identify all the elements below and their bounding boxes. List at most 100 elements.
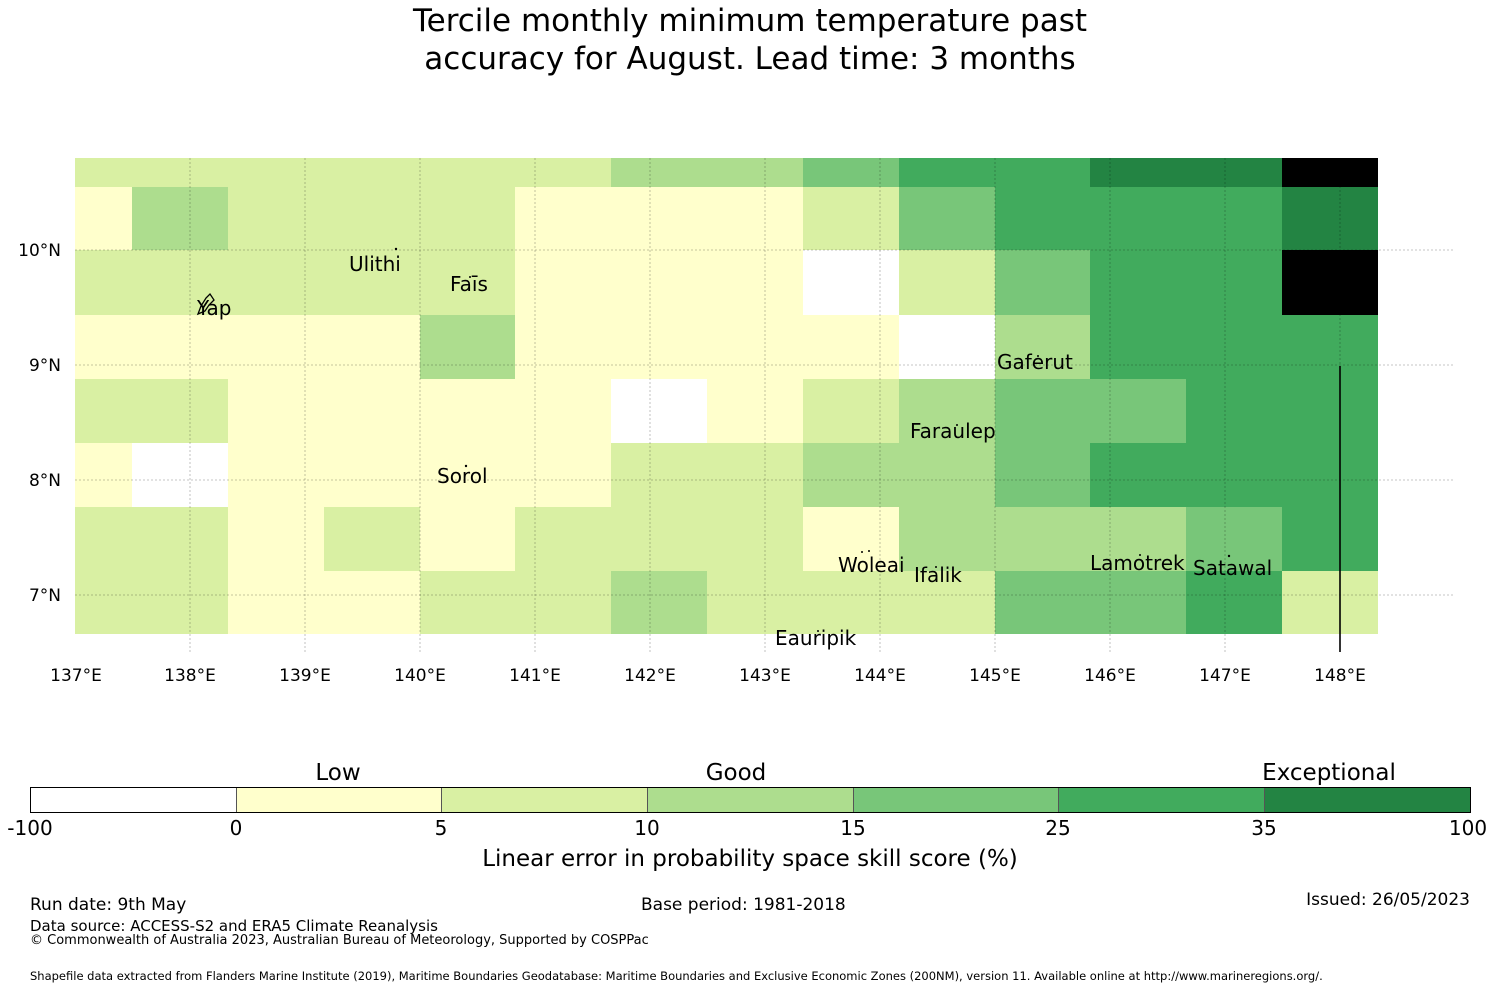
skill-cell: [420, 187, 515, 250]
island-label-fais: Faīs: [450, 272, 488, 296]
skill-cell: [515, 187, 611, 250]
chart-title: Tercile monthly minimum temperature past…: [0, 2, 1500, 78]
skill-cell: [75, 507, 132, 571]
skill-cell: [132, 187, 228, 250]
skill-cell: [75, 571, 132, 634]
skill-cell: [707, 187, 803, 250]
skill-cell: [75, 250, 132, 315]
skill-cell: [1090, 187, 1186, 250]
skill-cell: [995, 250, 1090, 315]
skill-cell: [228, 443, 324, 507]
skill-cell: [995, 187, 1090, 250]
skill-cell: [1186, 158, 1282, 187]
lon-tick-label: 141°E: [509, 666, 561, 686]
lon-tick-label: 137°E: [50, 666, 102, 686]
colorbar-segment: [236, 788, 441, 812]
skill-cell: [1186, 507, 1282, 571]
colorbar-segment: [853, 788, 1058, 812]
skill-cell: [515, 250, 611, 315]
skill-cell: [995, 158, 1090, 187]
skill-cell: [803, 443, 899, 507]
map-gridlines: [75, 158, 1455, 652]
lamotrek-marker: [1139, 554, 1141, 556]
skill-cell: [1090, 379, 1186, 443]
skill-cell: [1090, 443, 1186, 507]
satawal-marker: [1227, 554, 1231, 558]
skill-cell: [515, 315, 611, 379]
skill-cell: [132, 158, 228, 187]
skill-cell: [611, 507, 707, 571]
colorbar-tick-label: 5: [434, 816, 448, 840]
skill-cell: [1282, 187, 1378, 250]
skill-cell: [803, 507, 899, 571]
skill-cell: [1282, 379, 1378, 443]
lon-tick-label: 139°E: [279, 666, 331, 686]
lon-tick-label: 143°E: [739, 666, 791, 686]
skill-cell: [1282, 443, 1378, 507]
skill-cell: [75, 443, 132, 507]
island-label-faraulep: Faraulep: [910, 419, 996, 443]
skill-cell: [1282, 158, 1378, 187]
skill-cell: [995, 507, 1090, 571]
data-source: Data source: ACCESS-S2 and ERA5 Climate …: [30, 917, 438, 935]
skill-cell: [899, 443, 995, 507]
skill-cell: [1090, 507, 1186, 571]
skill-cell: [803, 379, 899, 443]
lat-tick-label: 7°N: [29, 586, 61, 606]
colorbar-category-good: Good: [705, 760, 767, 786]
skill-cell: [324, 379, 420, 443]
skill-cell: [132, 571, 228, 634]
lat-tick-label: 8°N: [29, 471, 61, 491]
skill-cell: [611, 443, 707, 507]
skill-cell: [803, 315, 899, 379]
issued-date: Issued: 26/05/2023: [1306, 890, 1470, 910]
skill-cell: [707, 507, 803, 571]
skill-cell: [995, 315, 1090, 379]
skill-cell: [707, 250, 803, 315]
skill-cell: [707, 571, 803, 634]
skill-cell: [899, 158, 995, 187]
run-date: Run date: 9th May: [30, 895, 187, 915]
island-label-gaferut: Gaferut: [997, 350, 1073, 374]
skill-cell: [420, 443, 515, 507]
lon-tick-label: 146°E: [1084, 666, 1136, 686]
skill-cell: [995, 379, 1090, 443]
skill-cell: [132, 315, 228, 379]
skill-cell: [132, 443, 228, 507]
lat-tick-label: 9°N: [29, 356, 61, 376]
skill-cell: [228, 315, 324, 379]
colorbar-tick-label: 100: [1448, 816, 1488, 840]
yap-island-shape: [196, 292, 215, 316]
woleai-marker-1: [861, 551, 863, 553]
chart-title-line-1: Tercile monthly minimum temperature past: [412, 3, 1088, 39]
skill-cell: [707, 443, 803, 507]
woleai-marker-2: [868, 550, 870, 552]
lon-tick-label: 138°E: [164, 666, 216, 686]
lon-tick-label: 142°E: [624, 666, 676, 686]
skill-cell: [324, 571, 420, 634]
skill-cell: [611, 315, 707, 379]
skill-cell: [228, 507, 324, 571]
shapefile-credit: Shapefile data extracted from Flanders M…: [30, 969, 1323, 983]
skill-cell: [611, 379, 707, 443]
skill-cell: [803, 187, 899, 250]
skill-cell: [1282, 250, 1378, 315]
skill-cell: [228, 379, 324, 443]
skill-cell: [420, 379, 515, 443]
skill-cell: [75, 187, 132, 250]
skill-cell: [611, 571, 707, 634]
skill-cell: [324, 187, 420, 250]
base-period: Base period: 1981-2018: [641, 895, 846, 915]
longitude-tick-labels: 137°E 138°E 139°E 140°E 141°E 142°E 143°…: [50, 666, 1366, 686]
skill-cell: [1090, 158, 1186, 187]
chart-title-line-2: accuracy for August. Lead time: 3 months: [424, 41, 1076, 77]
eauripik-marker: [817, 630, 819, 632]
colorbar-tick-label: 10: [634, 816, 660, 840]
faraulep-marker: [956, 424, 958, 426]
skill-cell: [899, 379, 995, 443]
colorbar-category-exceptional: Exceptional: [1262, 760, 1396, 786]
skill-cell: [1186, 379, 1282, 443]
skill-cell: [132, 507, 228, 571]
colorbar-tick-label: -100: [7, 816, 53, 840]
skill-cell: [1186, 571, 1282, 634]
